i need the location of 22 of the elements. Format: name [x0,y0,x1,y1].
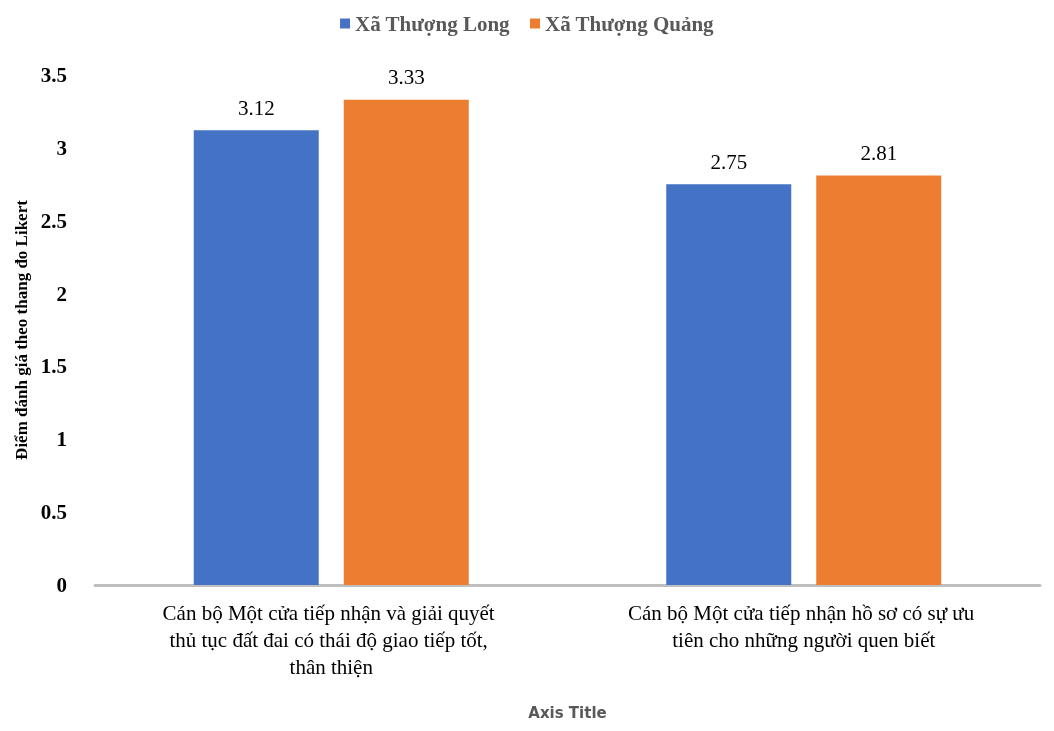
bar [193,130,319,585]
y-tick-label: 2.5 [40,208,67,233]
bar [666,184,792,585]
x-tick-label: Cán bộ Một cửa tiếp nhận hồ sơ có sự ưu tiên cho những người quen biết [628,600,980,652]
y-tick-label: 2 [56,281,67,306]
y-tick-label: 3.5 [40,63,67,87]
y-tick-label: 0 [56,573,67,597]
y-axis-title: Điểm đánh giá theo thang đo Likert [11,199,31,460]
y-tick-label: 1 [56,427,67,452]
data-label: 2.81 [860,141,898,166]
legend-label: Xã Thượng Quảng [545,11,715,36]
y-tick-label: 0.5 [40,500,67,525]
data-label: 3.33 [387,65,425,90]
y-tick-label: 3 [56,135,67,160]
y-tick-label: 1.5 [40,354,67,379]
bar [816,175,942,585]
data-label: 3.12 [237,95,275,120]
x-axis-title: Axis Title [528,703,607,722]
x-tick-label: Cán bộ Một cửa tiếp nhận và giải quyết thủ tục đất đai có thái độ giao tiếp tốt, thân thiện [162,600,500,679]
bar [343,99,469,585]
data-label: 2.75 [710,149,748,174]
legend-label: Xã Thượng Long [355,11,511,36]
